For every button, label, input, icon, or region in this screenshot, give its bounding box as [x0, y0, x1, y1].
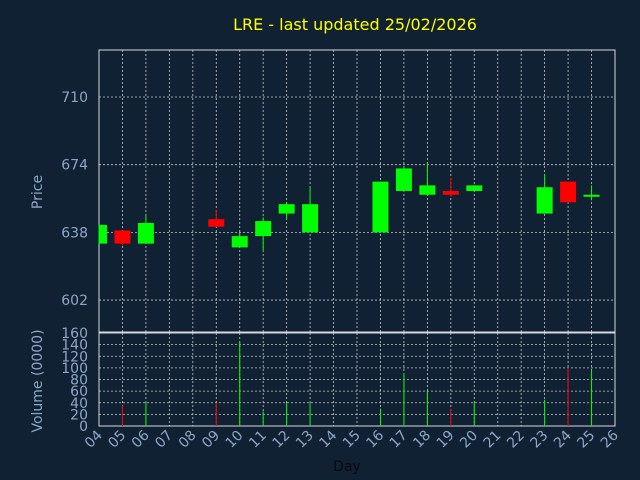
candle: [137, 215, 154, 244]
candle-body: [302, 204, 319, 233]
candle-body: [137, 222, 154, 244]
candle-body: [395, 168, 412, 191]
volume-tick-label: 120: [61, 349, 88, 365]
candle: [466, 185, 483, 191]
candle-body: [372, 181, 389, 233]
price-tick-label: 638: [61, 225, 88, 241]
candle-body: [583, 194, 600, 197]
volume-tick-label: 140: [61, 338, 88, 354]
price-tick-label: 674: [61, 158, 88, 174]
candle: [395, 166, 412, 191]
x-tick-label: 15: [340, 428, 364, 452]
candle: [208, 209, 225, 227]
x-tick-label: 17: [387, 428, 411, 452]
x-tick-label: 19: [434, 428, 458, 452]
x-tick-label: 11: [246, 428, 270, 452]
x-tick-label: 07: [152, 428, 176, 452]
price-panel: 602 638 674 710 Price: [30, 49, 616, 333]
candle: [536, 174, 553, 214]
x-tick-label: 18: [410, 428, 434, 452]
price-plot-frame: [98, 49, 616, 333]
volume-tick-label: 60: [70, 384, 88, 400]
x-tick-label: 13: [293, 428, 317, 452]
candle: [231, 232, 248, 248]
x-axis-label: Day: [333, 459, 361, 475]
candle-body: [419, 185, 436, 195]
candle-body: [99, 224, 107, 244]
volume-plot-frame: [98, 332, 616, 427]
x-tick-label: 23: [528, 428, 552, 452]
price-tick-label: 710: [61, 90, 88, 106]
candle: [442, 177, 459, 197]
x-tick-label: 24: [551, 427, 575, 451]
candle-body: [536, 187, 553, 214]
candle-body: [208, 219, 225, 227]
volume-axis-label: Volume (0000): [30, 329, 46, 432]
x-tick-label: 21: [481, 428, 505, 452]
candle-body: [231, 236, 248, 248]
candle-body: [560, 181, 577, 203]
x-tick-label: 05: [105, 428, 129, 452]
volume-tick-label: 80: [70, 373, 88, 389]
x-tick-label: 20: [457, 428, 481, 452]
candle: [372, 181, 389, 233]
x-tick-label: 08: [176, 428, 200, 452]
x-tick-label: 25: [574, 428, 598, 452]
candle: [278, 202, 295, 220]
volume-tick-label: 40: [70, 396, 88, 412]
candle-body: [442, 191, 459, 195]
candle-body: [278, 204, 295, 214]
x-tick-label: 22: [504, 428, 528, 452]
price-axis-label: Price: [30, 175, 46, 209]
x-tick-label: 14: [316, 427, 340, 451]
volume-tick-label: 100: [61, 361, 88, 377]
candle: [583, 185, 600, 201]
x-tick-label: 09: [199, 428, 223, 452]
price-tick-label: 602: [61, 293, 88, 309]
x-tick-label: 12: [270, 428, 294, 452]
x-tick-label: 26: [598, 427, 622, 451]
candle-body: [114, 230, 131, 244]
candle-body: [466, 185, 483, 191]
candle: [419, 162, 436, 195]
candle: [255, 217, 272, 252]
x-tick-label: 10: [223, 428, 247, 452]
volume-tick-label: 160: [61, 326, 88, 342]
candle: [302, 187, 319, 233]
candle: [98, 224, 107, 244]
x-tick-label: 06: [129, 427, 153, 451]
volume-tick-label: 20: [70, 407, 88, 423]
x-tick-label: 16: [363, 427, 387, 451]
candle: [560, 181, 577, 203]
candle-body: [255, 221, 272, 237]
candle: [114, 230, 131, 246]
volume-tick-label: 0: [79, 419, 88, 435]
chart-title: LRE - last updated 25/02/2026: [233, 15, 477, 34]
